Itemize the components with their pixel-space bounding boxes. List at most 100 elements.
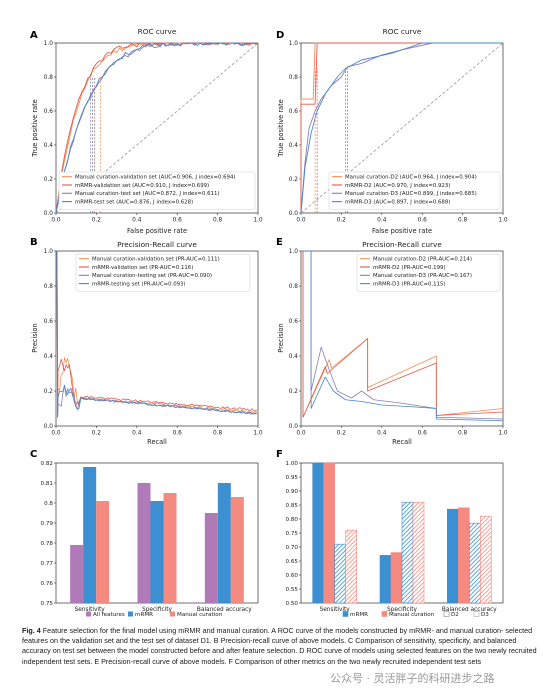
- panel-c-legend-entry: mRMR: [135, 612, 153, 618]
- panel-a-ytick-label: 0.6: [44, 109, 54, 115]
- panel-b-ytick-label: 0.8: [44, 284, 54, 290]
- panel-c-legend-swatch: [170, 611, 175, 617]
- caption-fig-label: Fig. 4: [22, 626, 41, 635]
- panel-e-legend-entry: Manual curation-D2 (PR-AUC=0.214): [373, 257, 472, 263]
- panel-f-ytick-label: 0.90: [286, 489, 299, 495]
- panel-e-ylabel: Precision: [277, 323, 285, 352]
- panel-e-letter: E: [276, 237, 283, 248]
- panel-f-bar: [412, 501, 425, 604]
- panel-a-xtick-label: 0.4: [132, 218, 142, 224]
- panel-f-bar: [401, 501, 414, 604]
- panel-e-curve-mrmr-d3: [301, 250, 504, 422]
- panel-f-legend-entry: D3: [481, 612, 489, 618]
- panel-a-legend-box: [58, 171, 256, 210]
- panel-f-ytick-label: 0.75: [286, 531, 299, 537]
- panel-d-xtick-label: 0.2: [337, 218, 347, 224]
- panel-a-curve-mrmr-test: [55, 42, 258, 214]
- panel-c-ytick-label: 0.81: [41, 481, 54, 487]
- panel-f-legend-entry: D2: [451, 612, 459, 618]
- panel-a-legend-entry: Manual curation-validation set (AUC=0.90…: [75, 175, 236, 181]
- panel-e-xtick-label: 0.8: [458, 431, 468, 437]
- panel-a-xtick-label: 0.0: [51, 218, 61, 224]
- panel-c-category-label: Sensitivity: [75, 607, 106, 613]
- panel-d-xtick-label: 1.0: [498, 218, 508, 224]
- panel-d-curve-mrmr-d3: [300, 42, 503, 214]
- panel-b-xtick-label: 0.6: [173, 431, 183, 437]
- panel-f-legend-entry: mRMR: [350, 612, 368, 618]
- panel-f-category-label: Sensitivity: [320, 607, 351, 613]
- panel-c-bar: [204, 513, 218, 603]
- panel-f-legend-swatch: [342, 611, 349, 617]
- figure-caption: Fig. 4 Feature selection for the final m…: [22, 626, 542, 667]
- panel-c-legend-entry: Manual curation: [177, 612, 223, 618]
- panel-e-ytick-label: 1.0: [289, 249, 299, 255]
- panel-c-legend-swatch: [86, 611, 91, 617]
- panel-c-ytick-label: 0.76: [41, 581, 54, 587]
- panel-b-ytick-label: 0.2: [44, 389, 54, 395]
- panel-b-axes: [55, 250, 259, 427]
- panel-b-ytick-label: 0.0: [44, 424, 54, 430]
- panel-c-ytick-label: 0.8: [44, 501, 53, 507]
- panel-c-legend-entry: All features: [93, 612, 125, 618]
- panel-e-ytick-label: 0.6: [289, 319, 299, 325]
- panel-f-letter: F: [276, 449, 283, 460]
- panel-e-xtick-label: 0.4: [377, 431, 387, 437]
- panel-b-xtick-label: 1.0: [253, 431, 263, 437]
- panel-c-bar: [70, 545, 84, 603]
- panel-c-category-label: Balanced accuracy: [197, 607, 252, 613]
- panel-a-legend-entry: Manual curation-test set (AUC=0.872, J i…: [75, 191, 219, 197]
- figure-canvas: 0.00.00.20.20.40.40.60.60.80.81.01.0A ROC…: [30, 27, 508, 618]
- panel-c-bar: [96, 501, 110, 603]
- panel-d-legend-box: [328, 171, 501, 210]
- panel-f-bar: [469, 522, 481, 604]
- panel-f-category-label: Balanced accuracy: [442, 607, 497, 613]
- panel-b-ylabel: Precision: [31, 323, 39, 352]
- panel-d-legend-entry: mRMR-D3 (AUC=0.897, J index=0.688): [345, 199, 450, 205]
- panel-f-ytick-label: 0.65: [286, 559, 299, 565]
- panel-b-ytick-label: 0.6: [44, 319, 54, 325]
- panel-f-bar: [480, 515, 492, 604]
- panel-b-legend-entry: mRMR-validation set (PR-AUC=0.116): [92, 265, 193, 271]
- panel-b-legend-entry: Manual curation-testing set (PR-AUC=0.09…: [92, 273, 212, 279]
- panel-d-ytick-label: 0.2: [289, 177, 299, 183]
- panel-b-curve-mrmr-testing: [56, 250, 257, 418]
- panel-f-legend-swatch: [473, 611, 480, 617]
- panel-c-category-label: Specificity: [142, 607, 172, 613]
- caption-text: Feature selection for the final model us…: [22, 626, 537, 666]
- panel-f-ytick-label: 0.95: [286, 475, 299, 481]
- panel-d-ylabel: True positive rate: [277, 99, 285, 157]
- panel-a-xtick-label: 1.0: [253, 218, 263, 224]
- panel-a-ytick-label: 0.2: [44, 177, 54, 183]
- panel-a-ytick-label: 0.8: [44, 75, 54, 81]
- panel-d-xtick-label: 0.0: [296, 218, 306, 224]
- panel-e-curve-mrmr-d2: [301, 250, 504, 418]
- panel-d-xtick-label: 0.8: [458, 218, 468, 224]
- panel-a-ytick-label: 0.0: [44, 211, 54, 217]
- panel-e-xtick-label: 1.0: [498, 431, 508, 437]
- panel-f-bar: [390, 552, 403, 604]
- panel-c-ytick-label: 0.82: [41, 461, 53, 467]
- panel-d-ytick-label: 1.0: [289, 41, 299, 47]
- panel-d-title: ROC curve: [383, 27, 422, 36]
- panel-b-xtick-label: 0.2: [92, 431, 102, 437]
- panel-e-legend-entry: mRMR-D2 (PR-AUC=0.199): [373, 265, 446, 271]
- panel-b-ytick-label: 1.0: [44, 249, 54, 255]
- panel-d-xlabel: False positive rate: [372, 227, 432, 235]
- panel-d-ytick-label: 0.4: [289, 143, 299, 149]
- panel-e-legend-entry: Manual curation-D3 (PR-AUC=0.167): [373, 273, 472, 279]
- panel-a-diagonal: [55, 42, 259, 214]
- panel-a-xtick-label: 0.8: [213, 218, 223, 224]
- panel-d-ytick-label: 0.8: [289, 75, 299, 81]
- panel-d-legend-entry: Manual curation-D2 (AUC=0.964, J index=0…: [345, 175, 477, 181]
- panel-f-bar: [312, 462, 324, 604]
- panel-f-ytick-label: 0.80: [286, 517, 299, 523]
- panel-c-bar: [217, 483, 231, 603]
- panel-b-curve-mrmr-validation: [56, 250, 257, 418]
- panel-f-ytick-label: 1.00: [286, 461, 299, 467]
- panel-e-xlabel: Recall: [392, 438, 412, 446]
- panel-c-ytick-label: 0.77: [41, 561, 54, 567]
- panel-e-axes: [300, 250, 504, 427]
- panel-a-xlabel: False positive rate: [127, 227, 187, 235]
- panel-e-ytick-label: 0.0: [289, 424, 299, 430]
- panel-b-legend-box: [75, 253, 251, 292]
